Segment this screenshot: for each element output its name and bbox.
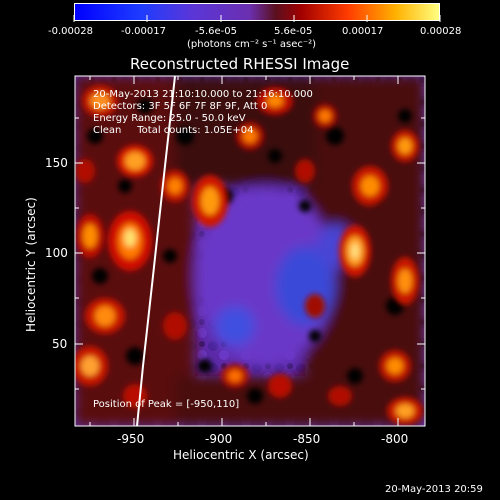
colorbar-tick-3: -5.6e-05 bbox=[195, 26, 237, 37]
colorbar-units: (photons cm⁻² s⁻¹ asec⁻²) bbox=[187, 39, 317, 50]
detectors-text: Detectors: 3F 5F 6F 7F 8F 9F, Att 0 bbox=[93, 101, 268, 112]
x-axis-label: Heliocentric X (arcsec) bbox=[173, 448, 309, 462]
colorbar bbox=[74, 3, 440, 21]
colorbar-ticks bbox=[73, 15, 441, 22]
y-tick-2: 100 bbox=[45, 246, 68, 260]
x-tick-2: -900 bbox=[205, 432, 233, 446]
plot-title: Reconstructed RHESSI Image bbox=[130, 55, 350, 73]
y-axis-label: Heliocentric Y (arcsec) bbox=[24, 197, 38, 332]
y-tick-1: 150 bbox=[45, 156, 68, 170]
peak-position-text: Position of Peak = [-950,110] bbox=[93, 399, 240, 410]
colorbar-tick-6: 0.00028 bbox=[420, 26, 462, 37]
colorbar-tick-5: 0.00017 bbox=[342, 26, 384, 37]
time-range-text: 20-May-2013 21:10:10.000 to 21:16:10.000 bbox=[93, 89, 313, 100]
x-tick-4: -800 bbox=[381, 432, 409, 446]
x-tick-3: -850 bbox=[293, 432, 321, 446]
footer-timestamp: 20-May-2013 20:59 bbox=[385, 484, 483, 495]
colorbar-tick-2: -0.00017 bbox=[121, 26, 166, 37]
energy-range-text: Energy Range: 25.0 - 50.0 keV bbox=[93, 113, 246, 124]
x-tick-1: -950 bbox=[117, 432, 145, 446]
colorbar-tick-4: 5.6e-05 bbox=[274, 26, 313, 37]
colorbar-tick-1: -0.00028 bbox=[48, 26, 93, 37]
y-tick-3: 50 bbox=[52, 337, 68, 351]
clean-counts-text: Clean Total counts: 1.05E+04 bbox=[93, 125, 254, 136]
